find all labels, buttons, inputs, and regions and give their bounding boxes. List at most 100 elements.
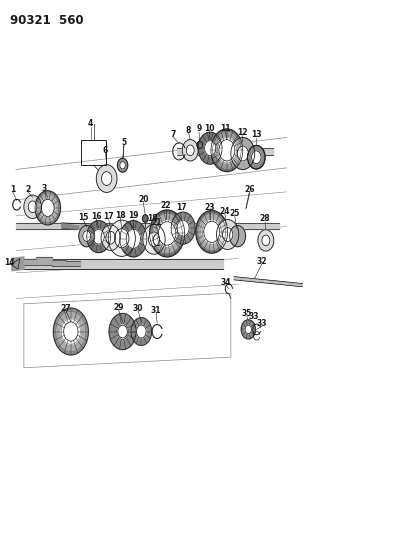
Text: 20: 20 [138,196,148,204]
Circle shape [87,221,111,253]
Circle shape [197,141,203,149]
Text: 31: 31 [151,306,161,314]
Text: 10: 10 [204,125,215,133]
Circle shape [41,199,54,216]
Circle shape [109,313,136,350]
Circle shape [198,213,226,251]
Circle shape [245,325,252,334]
Text: 6: 6 [103,146,108,155]
Circle shape [143,224,165,254]
Polygon shape [80,224,96,230]
Text: 14: 14 [4,258,15,266]
Circle shape [24,195,41,219]
Circle shape [142,215,148,222]
Text: 16: 16 [91,212,101,221]
Text: 3: 3 [42,184,47,193]
Text: 29: 29 [113,303,124,311]
Text: 5: 5 [122,139,127,147]
Circle shape [101,225,120,251]
Circle shape [37,193,59,223]
Text: 1: 1 [10,185,16,193]
Circle shape [115,229,129,248]
Text: 32: 32 [257,257,267,265]
Circle shape [217,220,239,249]
Circle shape [241,320,256,339]
Circle shape [117,158,128,172]
Circle shape [262,235,270,246]
Text: 25: 25 [230,209,240,217]
Polygon shape [24,259,36,265]
Circle shape [79,225,95,247]
Text: 7: 7 [171,130,176,139]
Circle shape [64,322,78,341]
Text: 33: 33 [249,312,259,321]
Text: 34: 34 [221,278,231,287]
Circle shape [213,131,241,169]
Text: 17: 17 [103,212,114,221]
Circle shape [126,229,140,248]
Circle shape [152,213,182,254]
Circle shape [204,221,220,243]
Text: 35: 35 [242,309,252,318]
Text: 17: 17 [176,204,186,212]
Text: 22: 22 [160,201,171,210]
Polygon shape [12,257,24,271]
Circle shape [158,222,176,245]
Circle shape [186,145,194,156]
Text: 18: 18 [147,214,157,223]
Circle shape [248,146,265,169]
Circle shape [157,220,178,247]
Circle shape [41,198,55,217]
Text: 27: 27 [61,304,71,312]
Circle shape [150,210,185,257]
Text: 18: 18 [115,211,125,220]
Text: 28: 28 [260,214,270,223]
Circle shape [137,325,146,338]
Circle shape [148,232,160,247]
Text: 8: 8 [186,126,191,135]
Text: 2: 2 [25,185,31,193]
Polygon shape [10,259,20,269]
Polygon shape [62,224,80,229]
Circle shape [96,165,117,192]
Circle shape [219,140,235,161]
Polygon shape [66,261,80,266]
Circle shape [211,129,243,172]
Circle shape [108,220,135,256]
Text: 4: 4 [88,119,94,128]
Circle shape [177,220,189,236]
Circle shape [202,219,221,245]
Circle shape [196,211,228,253]
Circle shape [35,191,60,225]
Circle shape [171,212,195,244]
Circle shape [258,230,274,251]
Circle shape [120,161,125,169]
Circle shape [217,138,236,163]
Circle shape [28,201,37,213]
Circle shape [237,146,248,161]
Text: 15: 15 [78,213,89,222]
Circle shape [230,225,246,247]
Circle shape [182,140,198,161]
Text: 24: 24 [220,207,230,215]
Text: 9: 9 [196,125,202,133]
Circle shape [53,308,88,355]
Circle shape [61,319,80,344]
Circle shape [106,231,115,244]
Text: 23: 23 [205,204,215,212]
Circle shape [120,221,147,257]
Polygon shape [52,260,66,266]
Text: 11: 11 [220,125,231,133]
Circle shape [231,138,255,169]
Text: 90321  560: 90321 560 [10,14,84,27]
Circle shape [222,228,233,241]
Text: 33: 33 [257,319,267,328]
Circle shape [205,141,216,156]
Circle shape [118,325,127,338]
Circle shape [93,229,104,244]
Text: 21: 21 [151,219,162,227]
Circle shape [248,146,265,169]
Text: 26: 26 [244,185,254,194]
Circle shape [101,172,112,185]
Circle shape [117,324,129,340]
